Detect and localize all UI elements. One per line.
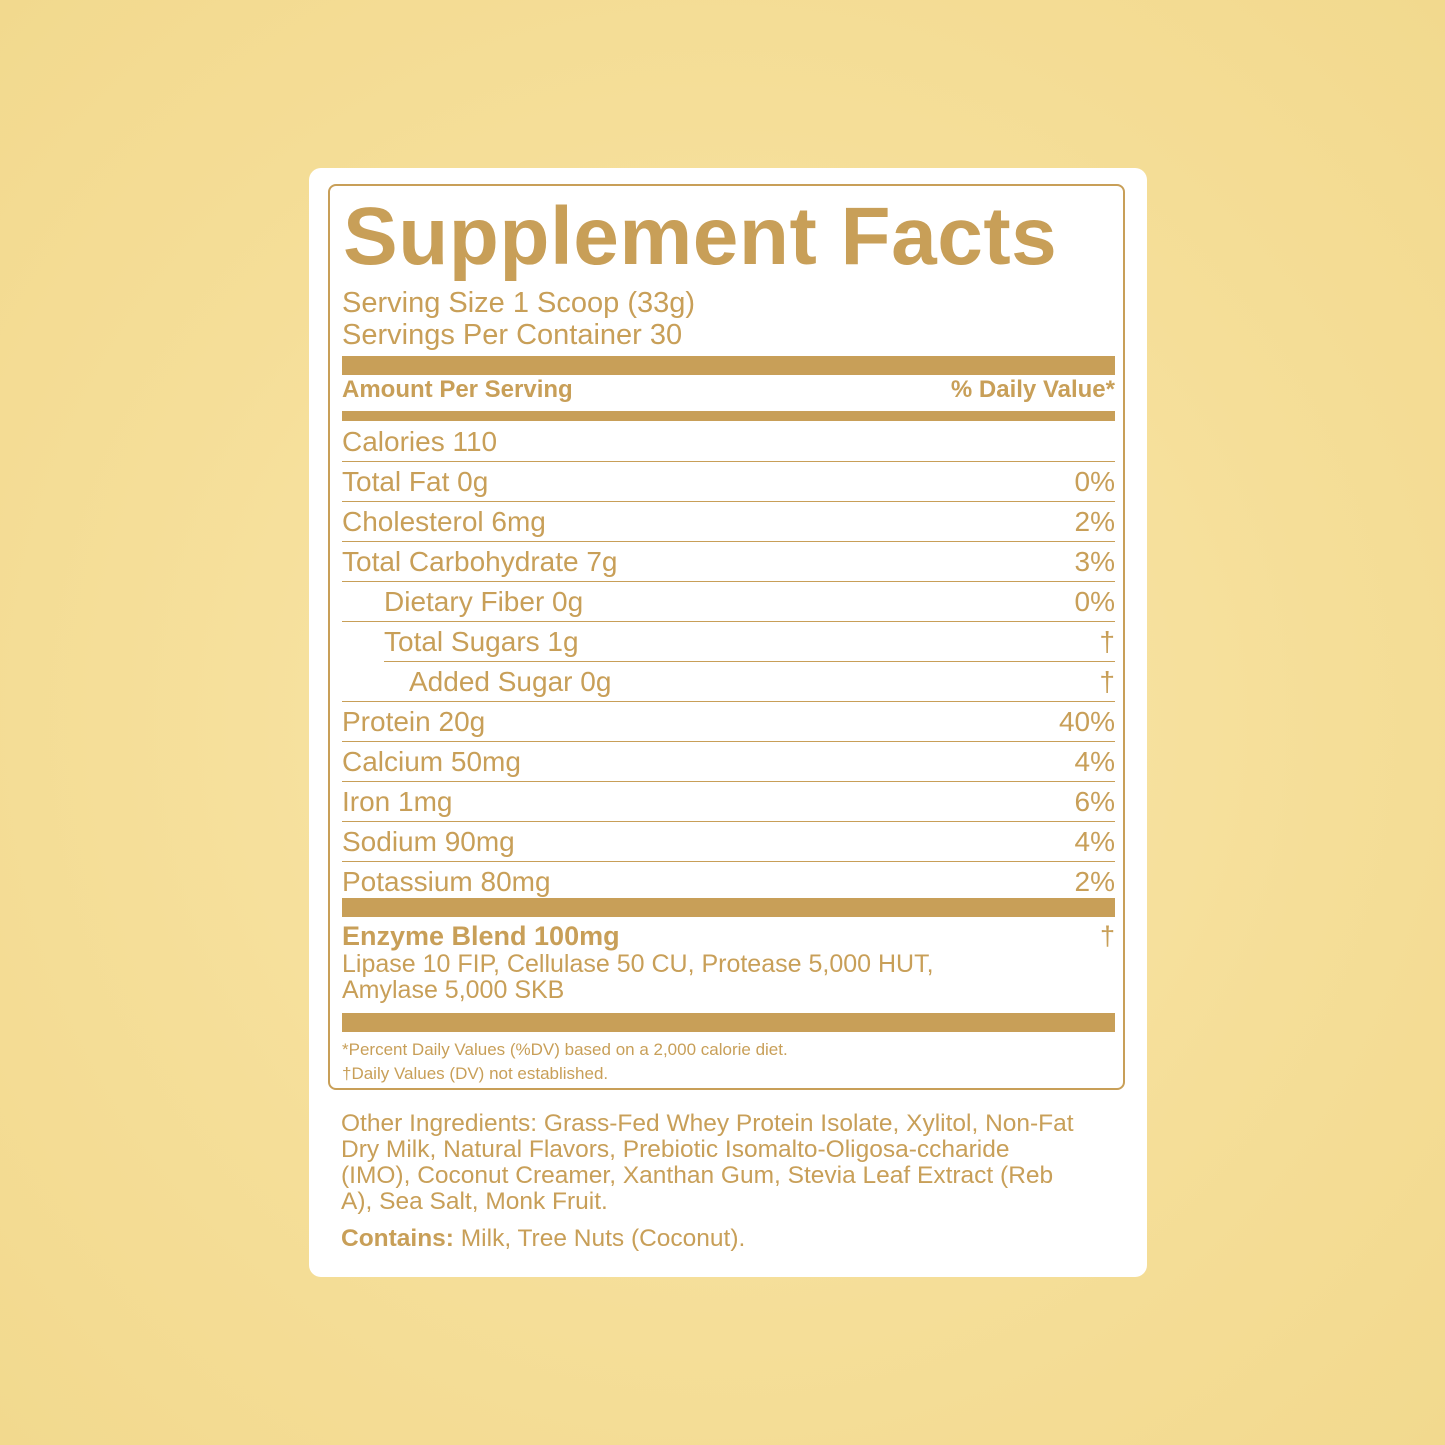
nutrient-daily-value: 4% xyxy=(1074,745,1115,777)
footnote-dagger: †Daily Values (DV) not established. xyxy=(342,1064,609,1083)
column-header: Amount Per Serving % Daily Value* xyxy=(342,376,1115,404)
nutrient-row: Calories 110 xyxy=(342,422,1115,462)
contains-label: Contains: xyxy=(341,1225,454,1252)
nutrient-name: Potassium 80mg xyxy=(342,866,551,897)
nutrient-daily-value: † xyxy=(1099,665,1115,697)
nutrient-row: Total Fat 0g 0% xyxy=(342,462,1115,502)
footnote-dv: *Percent Daily Values (%DV) based on a 2… xyxy=(342,1040,788,1059)
other-ingredients: Other Ingredients: Grass-Fed Whey Protei… xyxy=(341,1110,1074,1215)
nutrient-row: Total Sugars 1g † xyxy=(384,622,1115,662)
nutrient-name: Iron 1mg xyxy=(342,785,453,817)
thick-divider xyxy=(342,356,1115,375)
nutrient-daily-value: 0% xyxy=(1074,585,1115,617)
medium-divider xyxy=(342,411,1115,421)
nutrient-daily-value: 0% xyxy=(1074,465,1115,497)
servings-per-container: Servings Per Container 30 xyxy=(342,319,683,351)
nutrient-name: Cholesterol 6mg xyxy=(342,505,546,537)
nutrient-row: Protein 20g 40% xyxy=(342,702,1115,742)
nutrient-name: Total Sugars 1g xyxy=(384,625,579,657)
title: Supplement Facts xyxy=(343,191,1058,282)
daily-value-label: % Daily Value* xyxy=(950,376,1115,403)
serving-size: Serving Size 1 Scoop (33g) xyxy=(342,287,696,319)
nutrient-daily-value: † xyxy=(1099,625,1115,657)
nutrient-daily-value: 4% xyxy=(1074,825,1115,857)
nutrient-row: Added Sugar 0g † xyxy=(342,662,1115,702)
supplement-facts-panel: Supplement Facts Serving Size 1 Scoop (3… xyxy=(328,184,1125,1090)
amount-per-serving-label: Amount Per Serving xyxy=(342,376,573,403)
blend-dv: † xyxy=(1099,921,1115,951)
nutrient-daily-value: 40% xyxy=(1058,705,1115,737)
contains-text: Milk, Tree Nuts (Coconut). xyxy=(453,1225,746,1252)
blend-ingredients: Lipase 10 FIP, Cellulase 50 CU, Protease… xyxy=(342,950,934,1004)
nutrient-row: Sodium 90mg 4% xyxy=(342,822,1115,862)
nutrient-daily-value: 6% xyxy=(1074,785,1115,817)
nutrient-name: Total Fat 0g xyxy=(342,465,489,497)
nutrient-name: Total Carbohydrate 7g xyxy=(342,545,618,577)
label-card: Supplement Facts Serving Size 1 Scoop (3… xyxy=(309,168,1147,1277)
footnotes: *Percent Daily Values (%DV) based on a 2… xyxy=(342,1038,788,1086)
thick-divider xyxy=(342,898,1115,917)
nutrient-daily-value: 2% xyxy=(1074,866,1115,897)
nutrient-name: Sodium 90mg xyxy=(342,825,515,857)
blend-name: Enzyme Blend 100mg xyxy=(342,921,620,951)
nutrient-row: Dietary Fiber 0g 0% xyxy=(342,582,1115,622)
allergen-statement: Contains: Milk, Tree Nuts (Coconut). xyxy=(341,1225,745,1253)
nutrient-name: Dietary Fiber 0g xyxy=(384,585,584,617)
nutrient-row: Iron 1mg 6% xyxy=(342,782,1115,822)
nutrient-row: Calcium 50mg 4% xyxy=(342,742,1115,782)
nutrient-row: Cholesterol 6mg 2% xyxy=(342,502,1115,542)
nutrient-rows: Calories 110 Total Fat 0g 0% Cholesterol 6m… xyxy=(342,422,1115,902)
nutrient-daily-value: 3% xyxy=(1074,545,1115,577)
nutrient-row: Total Carbohydrate 7g 3% xyxy=(342,542,1115,582)
nutrient-name: Added Sugar 0g xyxy=(409,665,612,697)
nutrient-row: Potassium 80mg 2% xyxy=(342,862,1115,902)
nutrient-name: Protein 20g xyxy=(342,705,486,737)
enzyme-blend: Enzyme Blend 100mg † Lipase 10 FIP, Cell… xyxy=(342,921,1115,1003)
nutrient-name: Calcium 50mg xyxy=(342,745,521,777)
nutrient-daily-value: 2% xyxy=(1074,505,1115,537)
nutrient-name: Calories 110 xyxy=(342,425,498,457)
thick-divider xyxy=(342,1013,1115,1032)
